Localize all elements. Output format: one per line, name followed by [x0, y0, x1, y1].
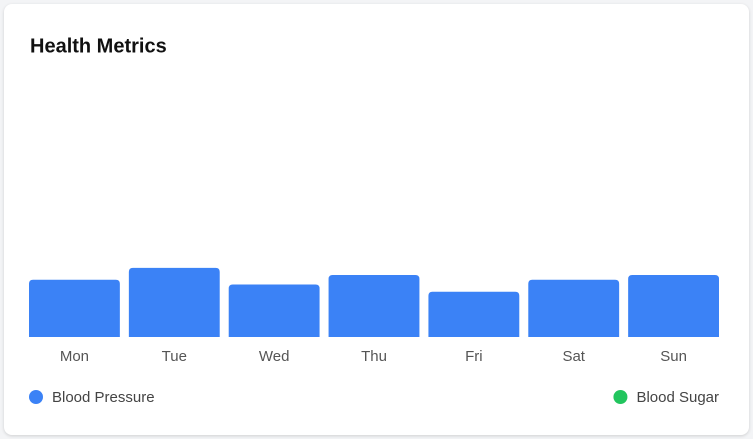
x-tick-label: Wed [259, 348, 290, 365]
legend-label: Blood Sugar [636, 389, 719, 406]
x-tick-label: Fri [465, 348, 483, 365]
x-tick-label: Sun [660, 348, 687, 365]
bar [228, 284, 320, 337]
legend-swatch [29, 390, 43, 404]
bar [328, 275, 420, 337]
chart-title: Health Metrics [30, 35, 167, 57]
x-tick-label: Mon [60, 348, 89, 365]
x-tick-label: Thu [361, 348, 387, 365]
bar [528, 279, 620, 337]
bar [628, 275, 719, 337]
x-tick-label: Tue [162, 348, 187, 365]
bar [428, 291, 520, 337]
bar [128, 267, 220, 337]
bar [29, 279, 120, 337]
card [4, 4, 749, 435]
legend-swatch [613, 390, 628, 404]
legend-label: Blood Pressure [52, 389, 155, 406]
x-tick-label: Sat [562, 348, 585, 365]
